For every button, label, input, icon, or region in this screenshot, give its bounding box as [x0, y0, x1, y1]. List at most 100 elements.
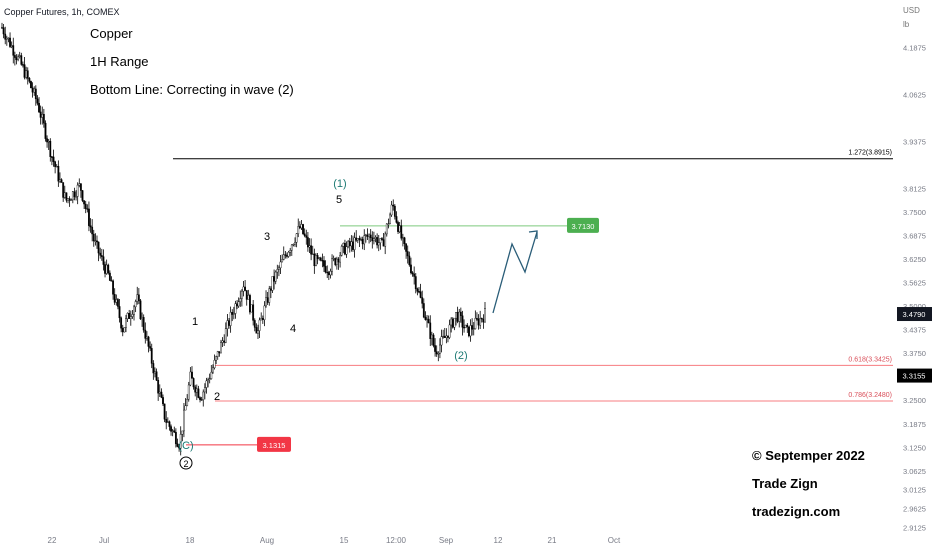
- bottom-line: Bottom Line: Correcting in wave (2): [90, 82, 294, 97]
- candle-body: [4, 33, 7, 40]
- x-tick-label: 15: [340, 536, 349, 545]
- candle-body: [294, 242, 296, 245]
- candle-body: [212, 367, 214, 373]
- candle-body: [253, 320, 256, 328]
- candle-body: [364, 234, 367, 236]
- candle-body: [88, 208, 90, 226]
- candle-body: [456, 312, 459, 322]
- candle-body: [434, 345, 436, 352]
- candle-body: [65, 192, 68, 201]
- wave-label: 1: [192, 316, 198, 328]
- brand-text: Trade Zign: [752, 476, 818, 491]
- candle-body: [200, 399, 203, 401]
- x-tick-label: 12:00: [386, 536, 407, 545]
- candle-body: [258, 319, 261, 331]
- candle-body: [424, 316, 427, 320]
- candle-body: [281, 259, 284, 263]
- x-tick-label: 18: [186, 536, 195, 545]
- target-badge-label: 3.7130: [572, 222, 595, 231]
- candle-body: [147, 336, 150, 347]
- candle-body: [295, 233, 298, 243]
- candle-body: [430, 334, 433, 339]
- candle-body: [229, 312, 232, 326]
- candle-body: [347, 241, 350, 247]
- candle-body: [377, 242, 380, 246]
- y-tick-label: 3.2500: [903, 396, 926, 405]
- candle-body: [96, 240, 98, 243]
- candle-body: [102, 256, 105, 265]
- candle-body: [279, 261, 282, 269]
- candle-body: [51, 156, 53, 158]
- candle-body: [348, 241, 351, 247]
- candle-body: [422, 303, 425, 318]
- candle-body: [439, 344, 441, 354]
- candle-body: [232, 313, 235, 315]
- arrow-head: [528, 230, 538, 239]
- candle-body: [210, 371, 213, 379]
- candle-body: [134, 301, 137, 308]
- y-axis: 4.1875 4.0625 3.9375 3.8125 3.7500 3.6875 3.62…: [897, 43, 932, 532]
- projection-arrow: [492, 230, 538, 314]
- candle-body: [160, 391, 163, 398]
- candle-body: [199, 397, 201, 400]
- candle-body: [137, 294, 140, 301]
- chart-subtitle: 1H Range: [90, 54, 149, 69]
- candle-body: [382, 239, 385, 247]
- candle-body: [36, 98, 39, 104]
- candle-body: [360, 238, 362, 241]
- candle-body: [379, 238, 382, 244]
- candle-body: [57, 166, 60, 182]
- candle-body: [358, 238, 361, 241]
- candle-body: [97, 241, 100, 254]
- x-tick-label: 12: [494, 536, 503, 545]
- x-axis: 22 Jul 18 Aug 15 12:00 Sep 12 21 Oct: [48, 536, 621, 545]
- x-tick-label: Aug: [260, 536, 274, 545]
- candle-body: [466, 324, 469, 327]
- candle-body: [223, 340, 226, 343]
- candle-body: [183, 409, 185, 432]
- candle-body: [107, 264, 110, 274]
- wave-label: 2: [183, 459, 188, 469]
- candle-body: [5, 37, 8, 40]
- candle-body: [30, 81, 32, 89]
- candle-body: [239, 298, 242, 302]
- candle-body: [178, 446, 180, 449]
- x-tick-label: Jul: [99, 536, 109, 545]
- candle-body: [240, 290, 243, 299]
- y-tick-label: 3.9375: [903, 137, 926, 146]
- candle-body: [340, 246, 343, 256]
- y-tick-label: 3.7500: [903, 208, 926, 217]
- candle-body: [437, 353, 440, 355]
- candle-body: [474, 318, 477, 329]
- candle-body: [263, 305, 266, 320]
- candle-body: [339, 255, 341, 263]
- candle-body: [13, 55, 16, 58]
- candle-body: [335, 258, 338, 265]
- y-tick-label: 3.1875: [903, 420, 926, 429]
- candle-body: [220, 342, 222, 354]
- candle-body: [224, 328, 227, 343]
- candle-body: [411, 272, 414, 275]
- currency-label: USD: [903, 6, 920, 15]
- candle-body: [429, 322, 432, 339]
- candle-body: [26, 70, 29, 79]
- candle-body: [155, 371, 158, 381]
- candle-body: [308, 245, 311, 248]
- current-price-tag: [897, 368, 932, 383]
- site-text: tradezign.com: [752, 504, 840, 519]
- candle-body: [136, 294, 139, 302]
- candle-body: [471, 325, 474, 330]
- candle-body: [76, 184, 79, 197]
- candle-body: [176, 443, 179, 447]
- candle-body: [141, 317, 143, 320]
- candle-body: [63, 192, 66, 198]
- candle-body: [113, 294, 116, 303]
- candle-body: [482, 318, 485, 323]
- y-tick-label: 3.0625: [903, 467, 926, 476]
- unit-label: lb: [903, 20, 910, 29]
- candle-body: [418, 291, 420, 293]
- candle-body: [203, 387, 206, 393]
- candle-body: [381, 238, 383, 240]
- wave-label: 3: [264, 231, 270, 243]
- candle-body: [311, 253, 314, 255]
